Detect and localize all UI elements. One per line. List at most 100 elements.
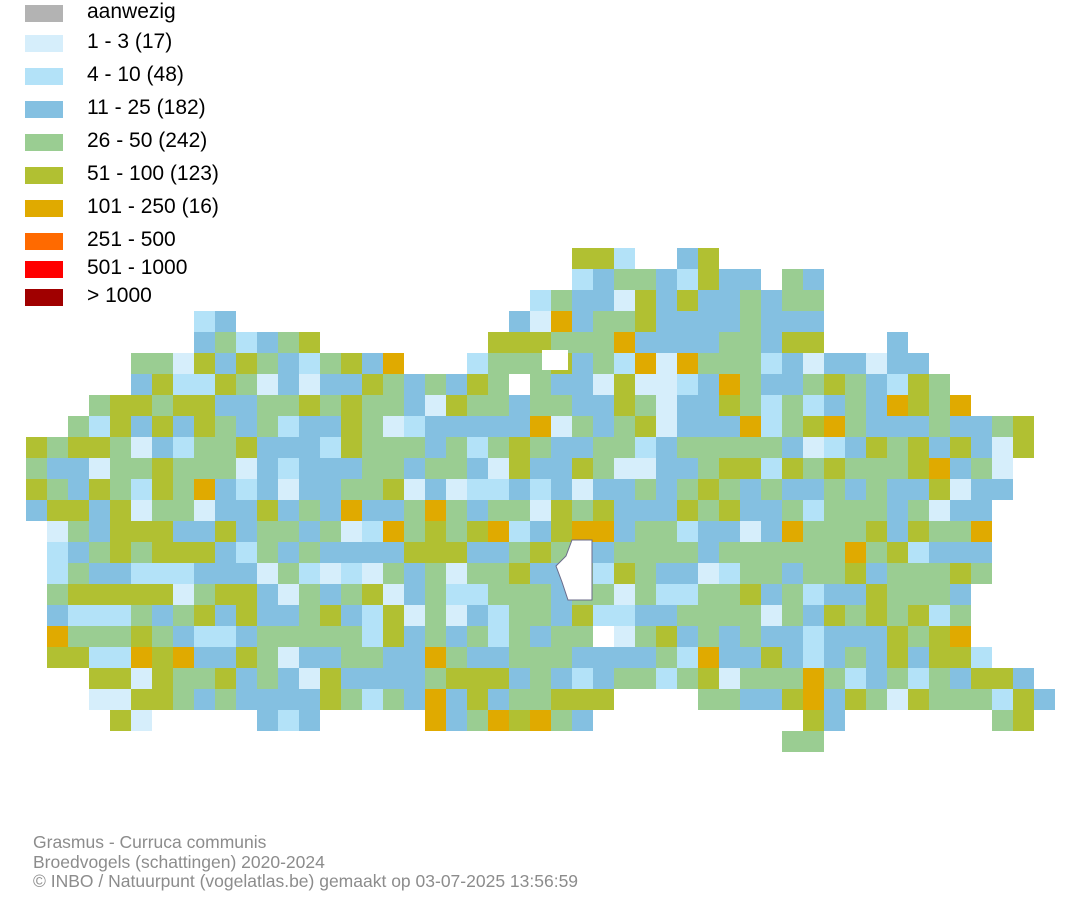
grid-cell: [257, 710, 278, 731]
grid-cell: [551, 374, 572, 395]
grid-cell: [488, 521, 509, 542]
grid-cell: [425, 395, 446, 416]
grid-cell: [131, 437, 152, 458]
grid-cell: [782, 395, 803, 416]
grid-cell: [89, 626, 110, 647]
grid-cell: [677, 437, 698, 458]
grid-cell: [782, 500, 803, 521]
grid-cell: [488, 626, 509, 647]
grid-cell: [866, 542, 887, 563]
grid-cell: [782, 353, 803, 374]
legend-swatch: [25, 200, 63, 217]
grid-cell: [404, 479, 425, 500]
grid-cell: [446, 437, 467, 458]
grid-cell: [278, 668, 299, 689]
grid-cell: [488, 416, 509, 437]
grid-cell: [866, 416, 887, 437]
grid-cell: [425, 374, 446, 395]
grid-cell: [425, 710, 446, 731]
grid-cell: [446, 395, 467, 416]
grid-cell: [131, 689, 152, 710]
grid-cell: [971, 458, 992, 479]
grid-cell: [467, 584, 488, 605]
grid-cell: [866, 521, 887, 542]
grid-cell: [971, 500, 992, 521]
grid-cell: [257, 563, 278, 584]
grid-cell: [89, 647, 110, 668]
grid-cell: [719, 290, 740, 311]
grid-cell: [719, 395, 740, 416]
grid-cell: [467, 668, 488, 689]
grid-cell: [131, 668, 152, 689]
grid-cell: [887, 689, 908, 710]
grid-cell: [404, 647, 425, 668]
grid-cell: [908, 479, 929, 500]
grid-cell: [866, 374, 887, 395]
grid-cell: [740, 647, 761, 668]
grid-cell: [803, 668, 824, 689]
grid-cell: [803, 500, 824, 521]
grid-cell: [656, 500, 677, 521]
grid-cell: [824, 710, 845, 731]
grid-cell: [194, 458, 215, 479]
grid-cell: [257, 416, 278, 437]
grid-cell: [194, 479, 215, 500]
grid-cell: [698, 374, 719, 395]
grid-cell: [215, 521, 236, 542]
grid-cell: [782, 416, 803, 437]
legend-label: 51 - 100 (123): [87, 162, 219, 185]
grid-cell: [698, 668, 719, 689]
grid-cell: [488, 500, 509, 521]
grid-cell: [530, 500, 551, 521]
grid-cell: [425, 584, 446, 605]
grid-cell: [929, 395, 950, 416]
grid-cell: [782, 458, 803, 479]
grid-cell: [740, 395, 761, 416]
map-legend: aanwezig 1 - 3 (17) 4 - 10 (48) 11 - 25 …: [0, 0, 320, 320]
grid-cell: [824, 374, 845, 395]
grid-cell: [908, 689, 929, 710]
grid-cell: [131, 479, 152, 500]
grid-cell: [992, 710, 1013, 731]
grid-cell: [236, 437, 257, 458]
grid-cell: [929, 626, 950, 647]
grid-cell: [635, 626, 656, 647]
grid-cell: [173, 542, 194, 563]
grid-cell: [908, 395, 929, 416]
grid-cell: [803, 479, 824, 500]
grid-cell: [194, 437, 215, 458]
grid-cell: [341, 668, 362, 689]
grid-cell: [509, 542, 530, 563]
grid-cell: [215, 416, 236, 437]
grid-cell: [635, 542, 656, 563]
grid-cell: [299, 584, 320, 605]
grid-cell: [152, 626, 173, 647]
grid-cell: [446, 458, 467, 479]
grid-cell: [614, 647, 635, 668]
grid-cell: [488, 605, 509, 626]
grid-cell: [341, 521, 362, 542]
grid-cell: [362, 416, 383, 437]
grid-cell: [719, 563, 740, 584]
grid-cell: [278, 479, 299, 500]
dataset-description: Broedvogels (schattingen) 2020-2024: [33, 851, 325, 872]
grid-cell: [887, 479, 908, 500]
grid-cell: [740, 626, 761, 647]
grid-cell: [908, 563, 929, 584]
grid-cell: [656, 647, 677, 668]
grid-cell: [194, 563, 215, 584]
grid-cell: [908, 416, 929, 437]
grid-cell: [950, 521, 971, 542]
grid-cell: [698, 626, 719, 647]
grid-cell: [929, 374, 950, 395]
grid-cell: [383, 353, 404, 374]
grid-cell: [803, 605, 824, 626]
grid-cell: [488, 689, 509, 710]
grid-cell: [782, 479, 803, 500]
grid-cell: [866, 353, 887, 374]
grid-cell: [824, 647, 845, 668]
grid-cell: [530, 479, 551, 500]
grid-cell: [635, 269, 656, 290]
grid-cell: [992, 689, 1013, 710]
legend-swatch: [25, 101, 63, 118]
